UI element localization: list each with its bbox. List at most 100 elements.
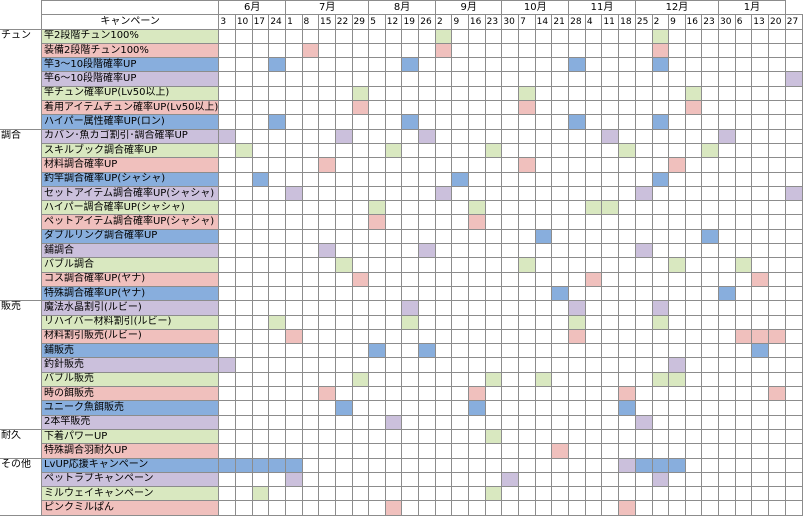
schedule-cell [351, 328, 370, 345]
schedule-cell [334, 185, 353, 202]
schedule-cell [568, 171, 586, 187]
schedule-cell [268, 85, 287, 102]
schedule-cell [551, 357, 570, 373]
schedule-cell [668, 142, 686, 159]
schedule-cell [401, 371, 420, 388]
schedule-cell [418, 257, 436, 273]
schedule-cell [668, 314, 686, 330]
schedule-cell [301, 457, 320, 473]
schedule-cell [268, 100, 287, 116]
schedule-cell [384, 400, 403, 416]
schedule-cell-marked [734, 257, 753, 273]
schedule-cell [301, 85, 320, 102]
schedule-cell [751, 500, 769, 516]
schedule-cell [534, 443, 553, 459]
campaign-name: 特殊調合確率UP(ヤナ) [40, 285, 220, 302]
schedule-cell [418, 486, 436, 502]
schedule-cell [218, 486, 236, 502]
date-header: 23 [484, 14, 503, 30]
schedule-cell [251, 371, 270, 388]
campaign-row: 竿3～10段階確率UP [0, 57, 803, 73]
schedule-cell [467, 42, 486, 59]
schedule-cell [651, 214, 670, 230]
schedule-cell-marked [285, 471, 303, 488]
schedule-cell [467, 414, 486, 430]
schedule-cell [601, 486, 620, 502]
schedule-cell [251, 414, 270, 430]
schedule-cell-marked [368, 343, 386, 359]
schedule-cell [418, 328, 436, 345]
section-spacer [0, 143, 42, 158]
date-header: 3 [218, 14, 236, 30]
schedule-cell [401, 414, 420, 430]
schedule-cell [684, 285, 703, 302]
schedule-cell [651, 443, 670, 459]
schedule-cell [618, 100, 636, 116]
schedule-cell [234, 400, 253, 416]
section-spacer [0, 186, 42, 201]
schedule-cell [484, 357, 503, 373]
campaign-row: 特殊調合確率UP(ヤナ) [0, 285, 803, 302]
schedule-cell [301, 328, 320, 345]
schedule-cell [784, 428, 803, 445]
date-header: 6 [734, 14, 753, 30]
schedule-cell [384, 443, 403, 459]
schedule-cell [601, 428, 620, 445]
schedule-cell [784, 28, 803, 44]
schedule-cell [434, 228, 453, 245]
schedule-cell-marked [268, 114, 287, 130]
schedule-cell [401, 500, 420, 516]
schedule-cell [651, 200, 670, 216]
schedule-cell [784, 400, 803, 416]
schedule-cell [401, 257, 420, 273]
schedule-cell [301, 57, 320, 73]
schedule-cell [601, 271, 620, 287]
schedule-cell [318, 428, 336, 445]
schedule-cell [551, 142, 570, 159]
schedule-cell [351, 243, 370, 259]
schedule-cell [351, 457, 370, 473]
schedule-cell [285, 57, 303, 73]
campaign-name: 竿チュン確率UP(Lv50以上) [40, 85, 220, 102]
schedule-cell [734, 285, 753, 302]
schedule-cell [684, 428, 703, 445]
schedule-cell [467, 71, 486, 87]
schedule-cell [668, 285, 686, 302]
schedule-cell [434, 443, 453, 459]
schedule-cell [318, 128, 336, 144]
schedule-cell-marked [384, 500, 403, 516]
schedule-cell-marked [751, 343, 769, 359]
schedule-cell [718, 400, 736, 416]
schedule-cell [701, 343, 720, 359]
schedule-cell [584, 42, 603, 59]
schedule-cell [351, 71, 370, 87]
campaign-row: ペットラブキャンペーン [0, 471, 803, 488]
schedule-cell [418, 443, 436, 459]
schedule-cell [334, 142, 353, 159]
schedule-cell [701, 114, 720, 130]
schedule-cell [651, 185, 670, 202]
schedule-cell [634, 142, 653, 159]
schedule-cell [301, 300, 320, 316]
campaign-row: スキルブック調合確率UP [0, 142, 803, 159]
schedule-cell [251, 71, 270, 87]
schedule-cell [534, 400, 553, 416]
section-spacer [0, 329, 42, 344]
schedule-cell [751, 171, 769, 187]
schedule-cell-marked [251, 486, 270, 502]
campaign-name: 装備2段階チュン100% [40, 42, 220, 59]
schedule-cell [768, 57, 786, 73]
schedule-cell-marked [451, 171, 469, 187]
schedule-cell [351, 471, 370, 488]
campaign-name: 着用アイテムチュン確率UP(Lv50以上) [40, 100, 220, 116]
schedule-cell [651, 357, 670, 373]
date-header: 27 [784, 14, 803, 30]
schedule-cell-marked [784, 71, 803, 87]
schedule-cell [634, 343, 653, 359]
schedule-cell [251, 157, 270, 173]
schedule-cell [784, 357, 803, 373]
section-spacer [0, 214, 42, 230]
schedule-cell [634, 486, 653, 502]
schedule-cell [384, 85, 403, 102]
schedule-cell [334, 271, 353, 287]
